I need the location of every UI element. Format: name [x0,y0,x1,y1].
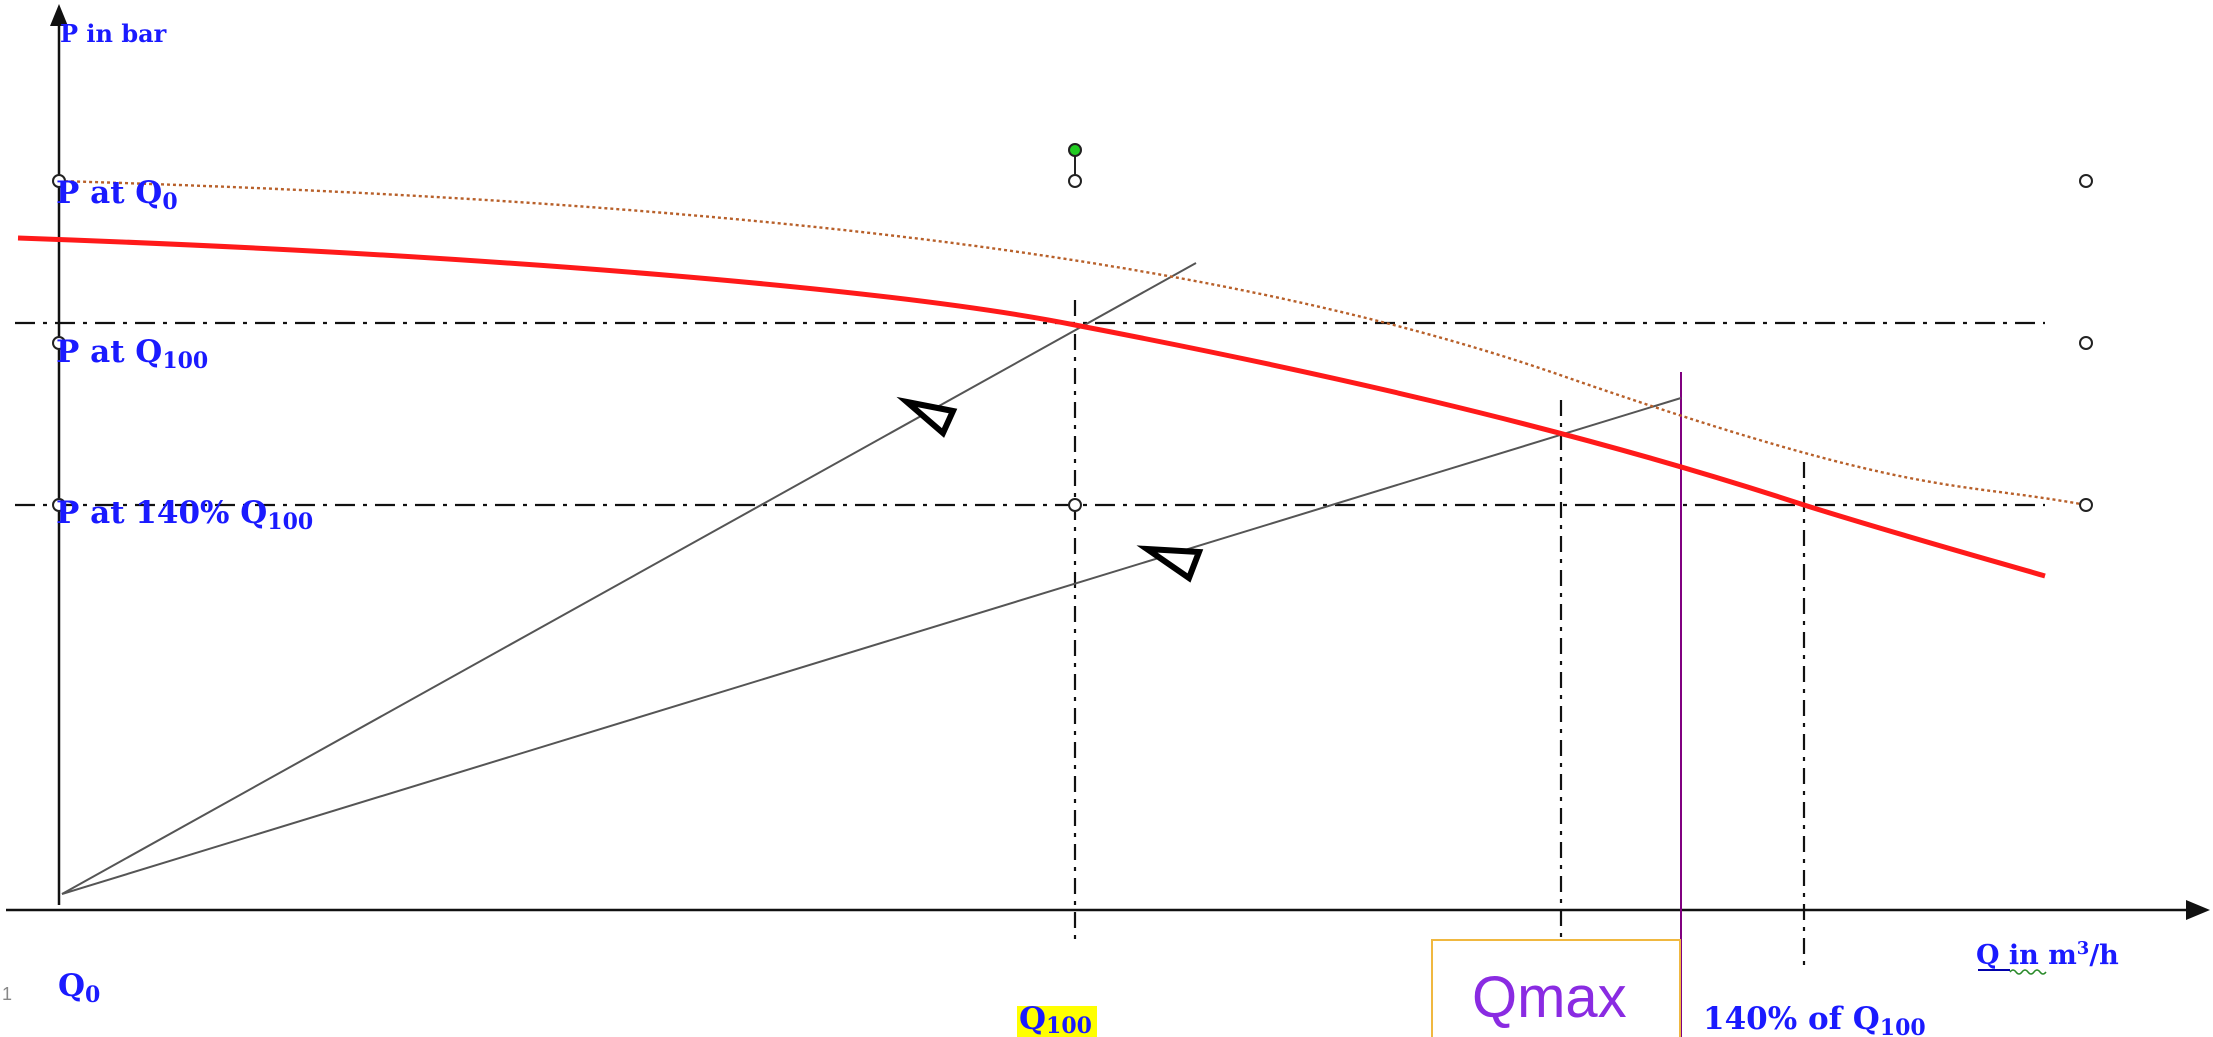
label-q100: Q100 [1019,1001,1092,1037]
handle-top-left[interactable] [52,174,66,188]
x-axis-arrowhead [2186,900,2210,920]
triangle-marker-steep [896,396,958,438]
red-pump-curve [17,235,2046,579]
handle-top-right[interactable] [2079,174,2093,188]
green-rotation-handle[interactable] [1068,143,1082,157]
handle-top-middle[interactable] [1068,174,1082,188]
handle-middle-left[interactable] [52,336,66,350]
label-p-at-q0: P at Q0 [56,175,178,215]
label-p-at-140-q100: P at 140% Q100 [56,495,313,535]
x-axis-label: Q in m3/h [1976,938,2119,971]
label-140-of-q100: 140% of Q100 [1703,1001,1926,1037]
handle-bottom-right[interactable] [2079,498,2093,512]
y-axis-arrowhead [50,4,68,26]
dotted-pump-curve [58,179,2087,507]
system-line-steep [61,262,1197,895]
label-qmax: Qmax [1472,965,1627,1030]
q100-highlight [1017,1006,1097,1037]
handle-bottom-left[interactable] [52,498,66,512]
y-axis-label: P in bar [60,19,167,48]
triangle-marker-shallow [1136,545,1204,583]
corner-mark: 1 [2,984,12,1004]
handle-middle-right[interactable] [2079,336,2093,350]
label-p-at-q100: P at Q100 [56,334,208,374]
label-q0: Q0 [58,968,100,1008]
handle-bottom-middle[interactable] [1068,498,1082,512]
qmax-box [1431,939,1681,1037]
system-line-shallow [61,397,1682,895]
spellcheck-squiggle [2009,969,2047,975]
